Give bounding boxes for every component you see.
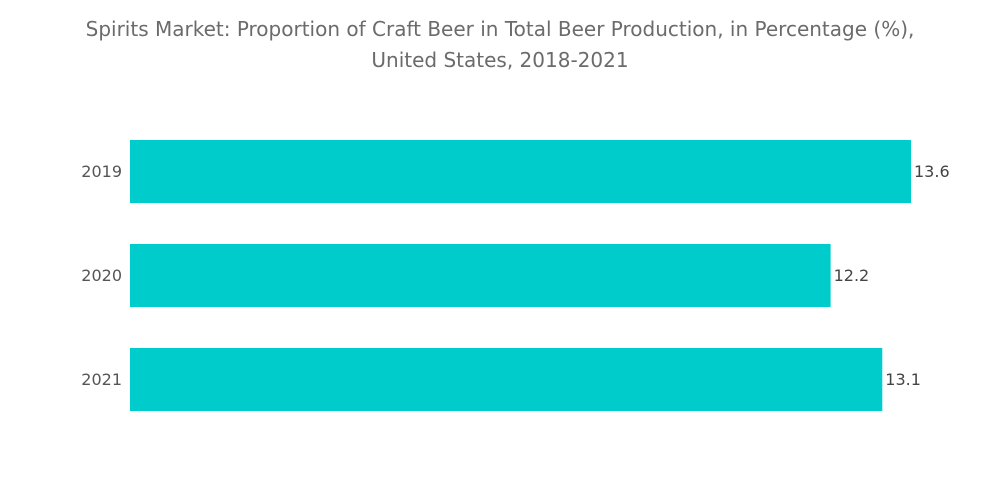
chart-title-line1: Spirits Market: Proportion of Craft Beer… xyxy=(85,17,915,41)
bar-2019 xyxy=(130,140,911,203)
bar-2020 xyxy=(130,244,831,307)
data-label-2021: 13.1 xyxy=(885,370,921,389)
y-tick-label-2019: 2019 xyxy=(81,162,122,181)
chart-title: Spirits Market: Proportion of Craft Beer… xyxy=(0,14,1000,76)
bar-2021 xyxy=(130,348,883,411)
data-label-2019: 13.6 xyxy=(914,162,950,181)
y-tick-label-2021: 2021 xyxy=(81,370,122,389)
y-tick-label-2020: 2020 xyxy=(81,266,122,285)
chart-subtitle: United States, 2018-2021 xyxy=(371,48,629,72)
data-label-2020: 12.2 xyxy=(834,266,870,285)
